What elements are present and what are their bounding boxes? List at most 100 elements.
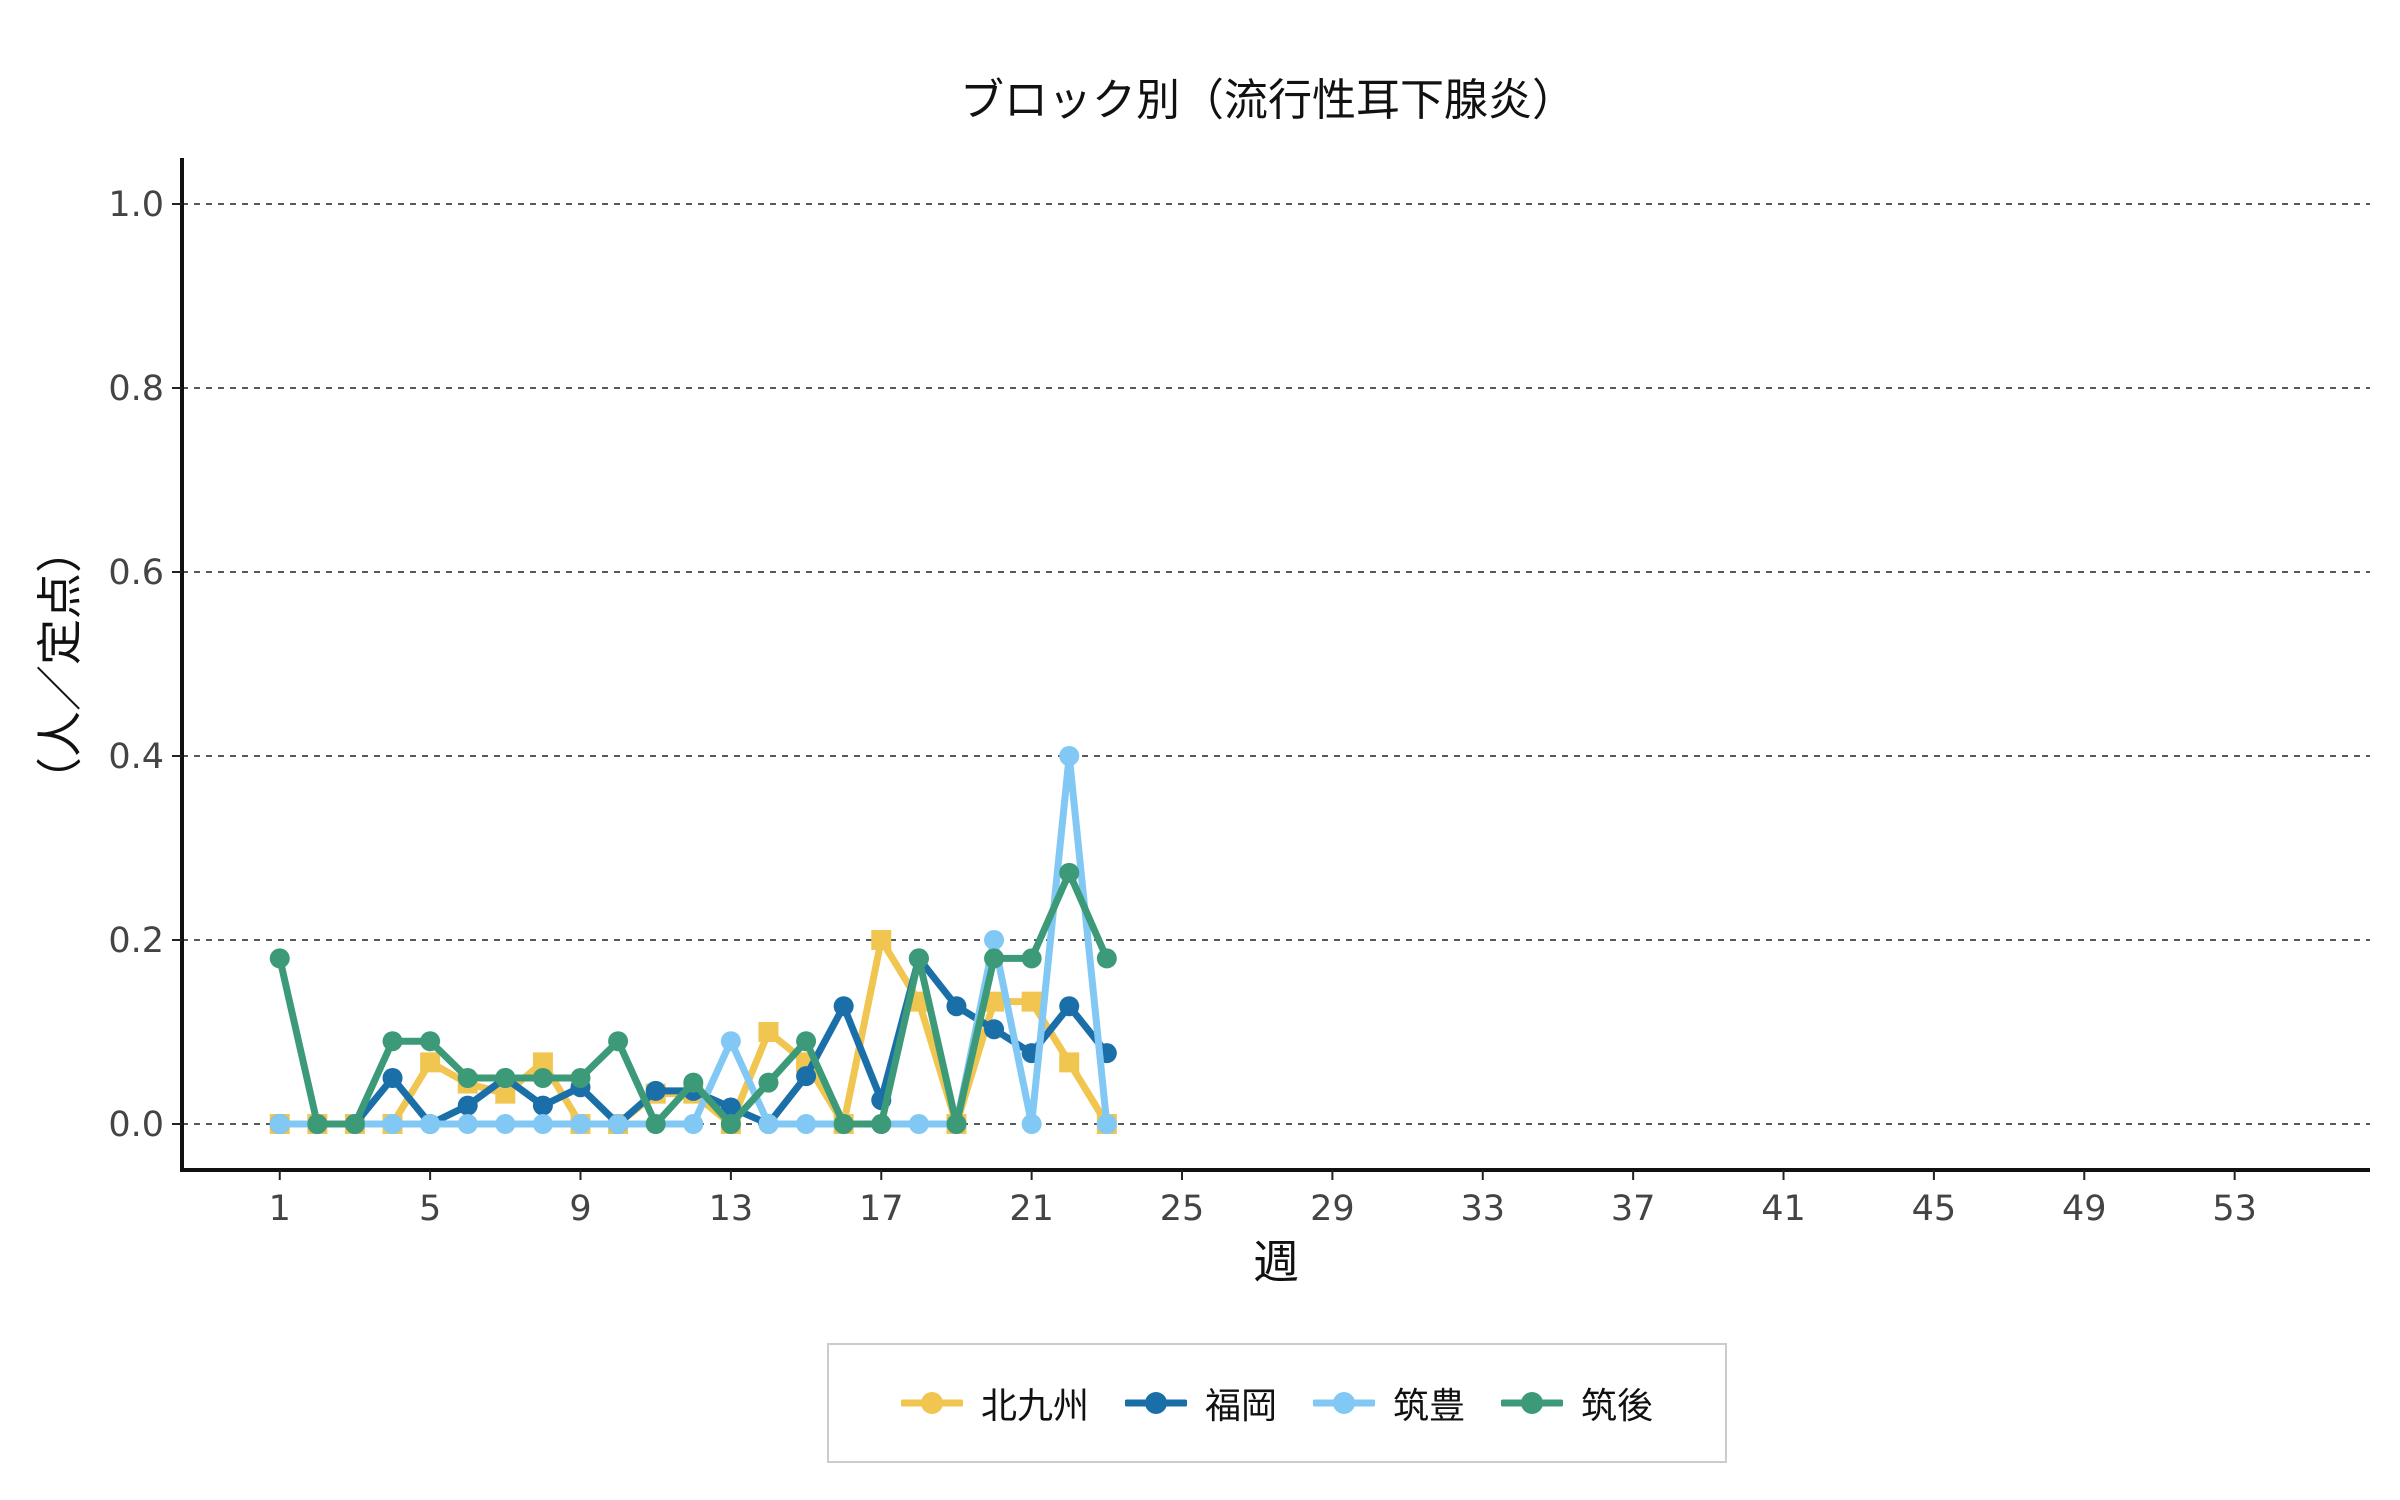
data-point [984,991,1005,1012]
legend-key [1313,1392,1375,1414]
x-tick-label: 5 [419,1189,441,1229]
data-point [720,1097,741,1118]
x-tick-label: 45 [1912,1189,1957,1229]
data-point [1021,1114,1042,1134]
data-point [532,1114,553,1134]
legend: 北九州 福岡 筑豊 筑後 [827,1343,1727,1463]
data-point [1096,948,1117,969]
data-point [720,1031,741,1052]
data-point [946,996,967,1017]
data-point [683,1114,704,1134]
data-point [758,1072,779,1093]
data-point [1096,1114,1117,1134]
data-point [1059,1052,1080,1073]
y-tick-label: 0.8 [108,369,164,409]
x-ticks: 1 5 9 13 17 21 25 29 33 37 41 45 49 53 [269,1170,2257,1229]
y-tick-label: 0.6 [108,553,164,593]
x-tick-label: 17 [859,1189,904,1229]
legend-item-4: 筑後 [1501,1377,1653,1429]
legend-label: 筑豊 [1393,1386,1466,1427]
x-tick-label: 13 [709,1189,754,1229]
x-tick-label: 25 [1160,1189,1205,1229]
x-tick-label: 41 [1761,1189,1806,1229]
data-point [796,1031,817,1052]
data-point [683,1072,704,1093]
gridlines [182,203,2370,1125]
x-tick-label: 21 [1009,1189,1054,1229]
x-tick-label: 29 [1310,1189,1355,1229]
data-point [608,1031,629,1052]
data-point [495,1083,516,1104]
y-tick-label: 1.0 [108,185,164,225]
data-point [382,1114,403,1134]
data-point [420,1114,441,1134]
data-point [382,1068,403,1088]
series-layer [269,746,1117,1134]
data-point [344,1114,365,1134]
data-point [457,1095,478,1116]
data-point [758,1022,779,1042]
data-point [532,1068,553,1088]
legend-item-3: 筑豊 [1313,1377,1465,1429]
legend-item-1: 北九州 [900,1377,1089,1429]
series-4 [269,862,1117,1134]
data-point [984,1019,1005,1040]
x-tick-label: 37 [1611,1189,1656,1229]
legend-label: 福岡 [1204,1386,1277,1427]
data-point [1021,948,1042,969]
data-point [645,1114,666,1134]
x-tick-label: 33 [1460,1189,1505,1229]
data-point [1059,862,1080,883]
data-point [833,1114,854,1134]
data-point [495,1068,516,1088]
data-point [495,1114,516,1134]
data-point [1021,991,1042,1012]
legend-item-2: 福岡 [1124,1377,1277,1429]
y-tick-label: 0.2 [108,921,164,961]
data-point [420,1052,441,1073]
data-point [984,948,1005,969]
data-point [269,948,290,969]
legend-key [1501,1392,1564,1414]
data-point [908,948,929,969]
data-point [570,1114,591,1134]
data-point [796,1114,817,1134]
legend-label: 北九州 [980,1386,1089,1427]
data-point [720,1114,741,1134]
legend-key [1124,1392,1187,1414]
legend-key [900,1392,963,1414]
data-point [871,1114,892,1134]
data-point [758,1114,779,1134]
data-point [645,1080,666,1101]
x-tick-label: 53 [2212,1189,2257,1229]
data-point [608,1114,629,1134]
x-tick-label: 49 [2062,1189,2107,1229]
data-point [532,1095,553,1116]
chart-title: ブロック別（流行性耳下腺炎） [960,75,1576,126]
data-point [420,1031,441,1052]
data-point [457,1068,478,1088]
data-point [796,1066,817,1087]
legend-label: 筑後 [1581,1386,1654,1427]
data-point [1059,746,1080,766]
x-tick-label: 9 [569,1189,591,1229]
data-point [871,930,892,950]
y-ticks: 0.0 0.2 0.4 0.6 0.8 1.0 [108,185,182,1145]
data-point [457,1114,478,1134]
y-tick-label: 0.4 [108,737,164,777]
data-point [532,1052,553,1073]
data-point [908,1114,929,1134]
y-axis-title: （人／定点） [33,527,87,803]
data-point [1059,996,1080,1017]
data-point [570,1068,591,1088]
data-point [307,1114,328,1134]
x-axis-title: 週 [1253,1235,1299,1289]
data-point [269,1114,290,1134]
data-point [946,1114,967,1134]
data-point [833,996,854,1017]
data-point [908,991,929,1012]
axes [180,158,2370,1172]
x-tick-label: 1 [269,1189,291,1229]
y-tick-label: 0.0 [108,1105,164,1145]
